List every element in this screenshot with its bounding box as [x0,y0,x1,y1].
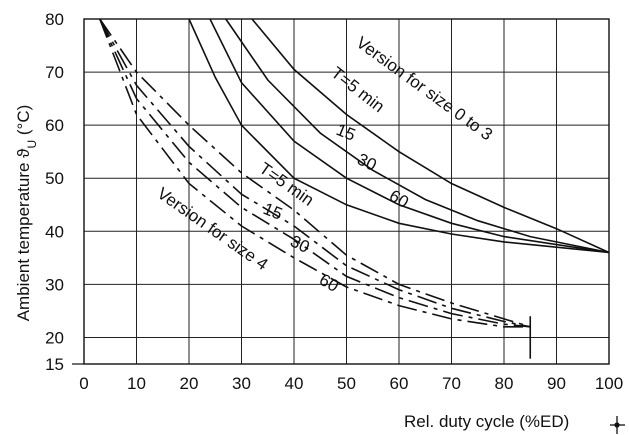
series-line-size-0-3-60 [188,18,610,254]
x-tick-label: 40 [285,374,304,393]
y-tick-label: 50 [45,169,64,188]
x-tick-label: 90 [547,374,566,393]
curve-label-15-size-4: 15 [261,199,286,224]
series-line-size-4-t5min [99,18,531,328]
series-line-size-4-30 [99,18,531,328]
y-tick-label: 30 [45,275,64,294]
x-tick-label: 10 [127,374,146,393]
x-tick-label: 30 [232,374,251,393]
y-ticks: 15 20 30 40 50 60 70 80 [45,10,64,374]
y-tick-label: 60 [45,116,64,135]
curve-label-t5-size-4: T=5 min [256,159,318,210]
y-tick-label: 20 [45,328,64,347]
curve-label-15-size-0-3: 15 [334,120,359,145]
curve-label-30-size-4: 30 [287,232,312,257]
x-axis-arrow-icon [610,416,625,434]
x-tick-label: 100 [595,374,623,393]
frame [72,18,610,365]
x-tick-label: 80 [495,374,514,393]
series-line-size-4-60 [99,18,531,328]
y-axis-label: Ambient temperature ϑU (°C) [14,105,39,322]
series-line-size-0-3-15 [225,18,610,254]
plot-frame [83,18,610,365]
series-line-size-0-3-30 [209,18,610,254]
group-label-size-4: Version for size 4 [154,184,272,274]
series-line-size-4-15 [99,18,531,328]
y-tick-label: 15 [45,355,64,374]
x-tick-label: 60 [390,374,409,393]
y-tick-label: 70 [45,63,64,82]
series-layer [99,18,610,359]
x-tick-label: 50 [337,374,356,393]
x-tick-label: 0 [79,374,88,393]
group-label-size-0-3: Version for size 0 to 3 [353,33,496,144]
series-line-size-0-3-t5min [251,18,610,254]
x-tick-label: 20 [180,374,199,393]
x-axis-label: Rel. duty cycle (%ED) [404,412,569,431]
x-tick-label: 70 [442,374,461,393]
curve-label-t5-size-0-3: T=5 min [328,63,388,116]
y-tick-label: 40 [45,222,64,241]
x-ticks: 0 10 20 30 40 50 60 70 80 90 100 [79,374,623,393]
y-tick-label: 80 [45,10,64,29]
curve-label-60-size-4: 60 [316,270,342,296]
